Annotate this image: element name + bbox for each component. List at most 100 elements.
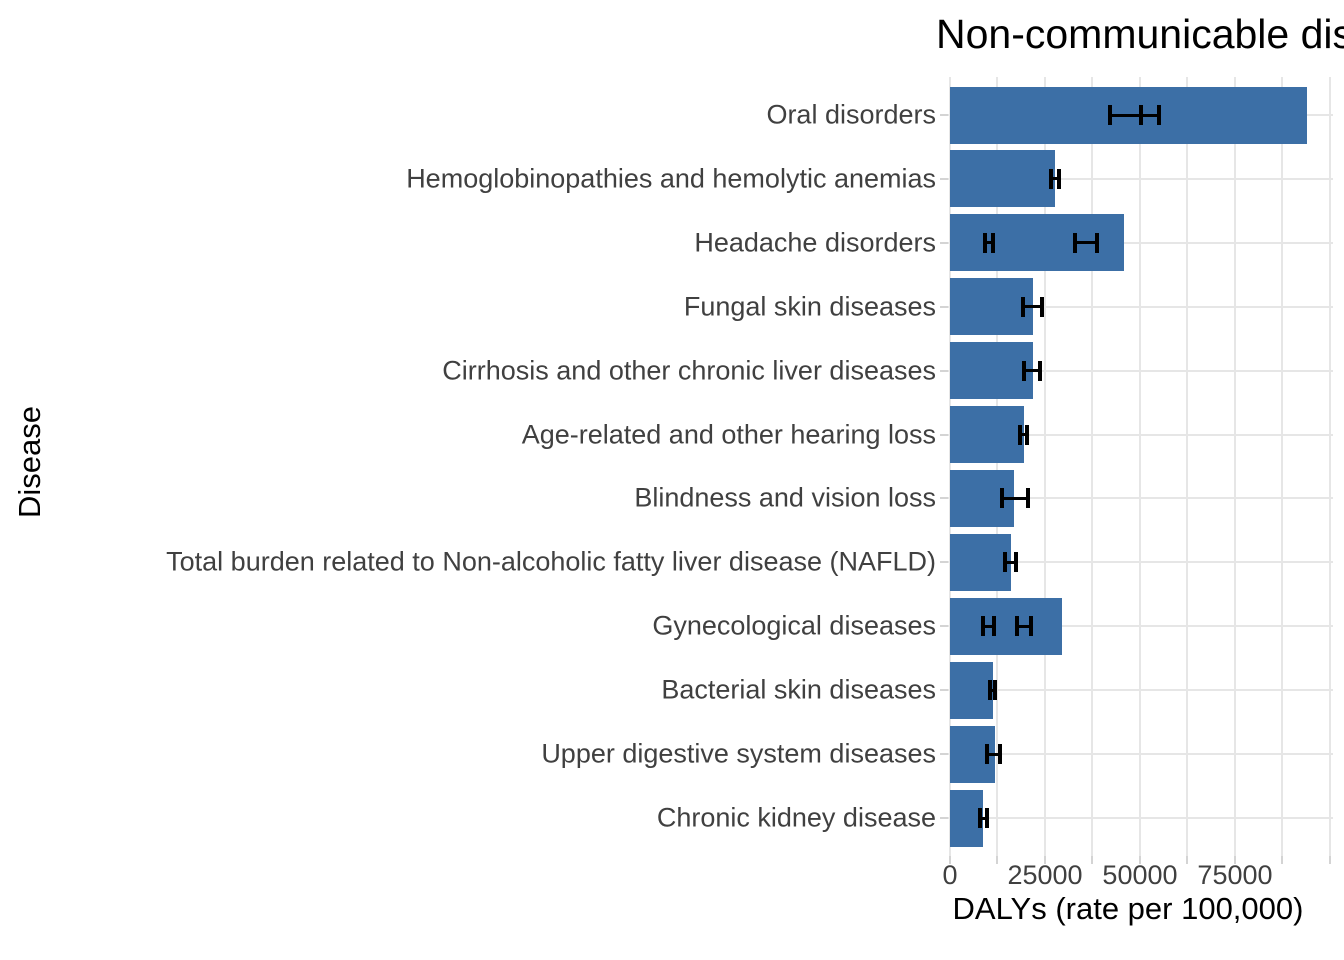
x-tick-label: 25000 xyxy=(1007,860,1083,890)
error-bar-line xyxy=(986,752,1001,756)
y-category-label: Hemoglobinopathies and hemolytic anemias xyxy=(406,163,936,194)
error-bar-line xyxy=(1023,305,1042,309)
x-axis-tick xyxy=(949,856,951,864)
x-axis-tick xyxy=(1281,856,1284,864)
bar-11 xyxy=(950,789,984,847)
error-bar-cap xyxy=(1017,424,1022,445)
error-bar-cap xyxy=(1014,552,1019,573)
error-bar-cap xyxy=(998,744,1003,765)
error-bar-line xyxy=(1024,369,1041,373)
y-category-label: Fungal skin diseases xyxy=(683,291,936,322)
error-bar-cap xyxy=(982,232,987,253)
y-category-label: Gynecological diseases xyxy=(652,610,936,641)
error-bar-cap xyxy=(990,232,995,253)
error-bar-line xyxy=(1075,241,1097,245)
horizontal-gridline xyxy=(948,497,1333,500)
error-bar-cap xyxy=(1057,168,1062,189)
error-bar-cap xyxy=(978,808,983,828)
vertical-gridline xyxy=(1233,77,1236,856)
y-category-label: Bacterial skin diseases xyxy=(661,674,936,705)
bar-9 xyxy=(950,661,993,719)
error-bar-cap xyxy=(980,616,985,637)
horizontal-gridline xyxy=(948,753,1333,756)
error-bar-cap xyxy=(1049,168,1054,189)
y-category-label: Oral disorders xyxy=(766,99,936,130)
y-axis-tick xyxy=(940,817,948,819)
error-bar-cap xyxy=(992,616,997,637)
horizontal-gridline xyxy=(948,177,1333,180)
y-axis-tick xyxy=(940,689,948,692)
y-category-label: Chronic kidney disease xyxy=(656,802,936,833)
error-bar-cap xyxy=(1025,424,1030,445)
y-axis-tick xyxy=(940,497,948,500)
y-category-label: Age-related and other hearing loss xyxy=(521,419,936,450)
y-axis-tick xyxy=(940,305,948,308)
vertical-gridline xyxy=(1091,77,1094,856)
horizontal-gridline xyxy=(948,241,1333,244)
y-axis-tick xyxy=(940,241,948,244)
error-bar-cap xyxy=(992,680,997,701)
bar-7 xyxy=(950,533,1012,591)
bar-8 xyxy=(950,597,1062,655)
vertical-gridline xyxy=(949,77,951,856)
error-bar-cap xyxy=(1015,616,1020,637)
horizontal-gridline xyxy=(948,369,1333,372)
error-bar-cap xyxy=(1022,360,1027,381)
vertical-gridline xyxy=(1138,77,1141,856)
y-axis-tick xyxy=(940,114,948,116)
y-category-label: Headache disorders xyxy=(694,227,936,258)
error-bar-line xyxy=(989,688,995,692)
error-bar-cap xyxy=(999,488,1004,509)
error-bar-cap xyxy=(1003,552,1008,573)
horizontal-gridline xyxy=(948,305,1333,308)
error-bar-line xyxy=(1051,177,1060,181)
horizontal-gridline xyxy=(948,625,1333,628)
y-axis-tick xyxy=(940,433,948,436)
error-bar-cap xyxy=(1138,105,1143,125)
y-axis-tick xyxy=(940,561,948,564)
vertical-gridline xyxy=(1186,77,1189,856)
error-bar-line xyxy=(984,241,993,245)
bar-3 xyxy=(950,278,1033,336)
x-tick-label: 75000 xyxy=(1197,860,1273,890)
x-axis-tick xyxy=(1043,856,1046,864)
x-tick-label: 50000 xyxy=(1102,860,1178,890)
y-axis-title: Disease xyxy=(12,406,47,518)
error-bar-line xyxy=(1001,496,1029,500)
y-axis-tick xyxy=(940,369,948,372)
bar-4 xyxy=(950,342,1034,400)
plot-panel xyxy=(948,77,1333,856)
error-bar-cap xyxy=(1038,360,1043,381)
error-bar-cap xyxy=(985,808,990,828)
bar-5 xyxy=(950,406,1025,464)
error-bar-cap xyxy=(1021,296,1026,317)
error-bar-cap xyxy=(1039,296,1044,317)
error-bar-line xyxy=(1019,433,1028,437)
y-category-label: Upper digestive system diseases xyxy=(541,738,936,769)
y-category-label: Cirrhosis and other chronic liver diseas… xyxy=(442,355,936,386)
error-bar-cap xyxy=(1094,232,1099,253)
error-bar-line xyxy=(1140,113,1159,117)
vertical-gridline xyxy=(1328,77,1331,856)
vertical-gridline xyxy=(1043,77,1046,856)
horizontal-gridline xyxy=(948,689,1333,692)
error-bar-cap xyxy=(1073,232,1077,253)
error-bar-line xyxy=(1017,624,1031,628)
error-bar-line xyxy=(1109,113,1141,117)
x-axis-tick xyxy=(1233,856,1236,864)
y-category-label: Total burden related to Non-alcoholic fa… xyxy=(166,546,936,577)
horizontal-gridline xyxy=(948,433,1333,436)
x-axis-tick xyxy=(1186,856,1189,864)
x-tick-label: 0 xyxy=(942,860,958,890)
error-bar-cap xyxy=(1156,105,1161,125)
error-bar-cap xyxy=(1028,616,1033,637)
bar-1 xyxy=(950,150,1055,208)
horizontal-gridline xyxy=(948,817,1333,819)
error-bar-cap xyxy=(984,744,989,765)
y-axis-tick xyxy=(940,625,948,628)
x-axis-tick xyxy=(996,856,999,864)
error-bar-cap xyxy=(1107,105,1112,125)
error-bar-line xyxy=(980,816,988,820)
y-axis-tick xyxy=(940,177,948,180)
